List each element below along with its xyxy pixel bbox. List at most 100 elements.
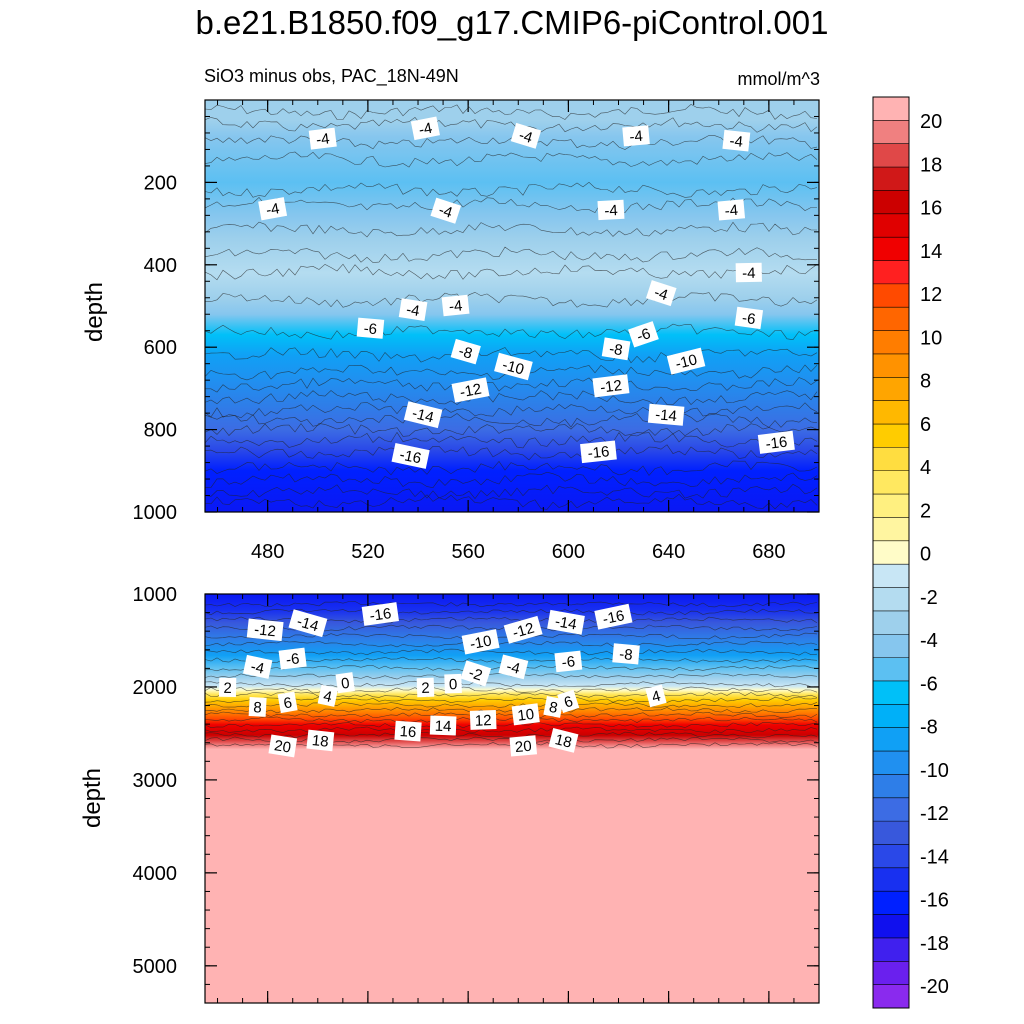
contour-label: 6: [277, 691, 298, 714]
contour-label: 6: [557, 689, 580, 713]
contour-label-text: 16: [399, 723, 417, 741]
contour-label-text: -12: [458, 381, 483, 402]
contour-label: -4: [398, 298, 428, 322]
colorbar-label: -20: [920, 976, 949, 998]
contour-label-text: -8: [457, 343, 475, 363]
colorbar-swatch: [873, 774, 909, 799]
contour-label: 8: [248, 696, 267, 717]
contour-label-text: -4: [652, 284, 670, 304]
contour-label: -16: [580, 440, 617, 464]
contour-label-text: -14: [295, 613, 321, 635]
contour-label: -2: [460, 660, 492, 687]
colorbar-swatch: [873, 517, 909, 542]
contour-label-box: [498, 654, 529, 680]
contour-label: 12: [469, 709, 497, 730]
contour-label: -14: [547, 609, 585, 635]
contour-label: -6: [278, 647, 307, 670]
contour-label-box: [717, 199, 746, 221]
contour-label-text: -16: [587, 443, 610, 462]
colorbar-swatch: [873, 821, 909, 845]
lower-contour-labels: -12 -14 -16-12-10-14 -16-6-4 -6 -8-4-22 0 2 08 6 4…: [218, 602, 667, 758]
contour-label-box: [647, 403, 685, 426]
colorbar-label: 0: [920, 544, 931, 566]
contour-label: 0: [444, 673, 462, 694]
contour-label: -4: [622, 125, 650, 147]
x-tick-label: 600: [552, 541, 585, 563]
x-tick-label: 680: [752, 541, 785, 563]
colorbar-label: 16: [920, 198, 942, 220]
contour-label-text: 4: [322, 688, 334, 706]
contour-label-box: [306, 729, 335, 752]
contour-label: 4: [317, 684, 339, 707]
colorbar-label: -2: [920, 587, 938, 609]
contour-label-box: [554, 650, 583, 673]
contour-label: -6: [628, 321, 659, 348]
colorbar-swatch: [873, 400, 909, 425]
contour-label-text: -6: [285, 650, 300, 668]
contour-line: [205, 263, 818, 281]
contour-label-text: -10: [674, 351, 699, 373]
contour-label: -10: [666, 347, 706, 375]
colorbar-swatch: [873, 610, 909, 635]
y-tick-label: 400: [144, 255, 177, 277]
contour-label-text: -8: [619, 646, 634, 664]
contour-label-text: -6: [635, 325, 653, 345]
colorbar-swatch: [873, 97, 909, 121]
contour-label-text: -14: [410, 405, 435, 427]
y-tick-label: 200: [144, 172, 177, 194]
contour-label: -8: [612, 643, 640, 665]
contour-label-box: [557, 689, 580, 713]
contour-label-text: 8: [253, 699, 262, 716]
contour-label-box: [622, 125, 650, 147]
y-tick-label: 2000: [133, 677, 178, 699]
contour-label: -4: [410, 116, 440, 141]
colorbar-swatch: [873, 914, 909, 939]
contour-label-box: [510, 122, 542, 149]
colorbar-label: 10: [920, 327, 942, 349]
contour-label-text: -12: [599, 377, 623, 397]
contour-line: [205, 706, 817, 714]
contour-label: -16: [757, 430, 795, 454]
contour-label: -12: [451, 377, 490, 403]
contour-label-text: -4: [417, 120, 433, 139]
colorbar-label: -10: [920, 760, 949, 782]
contour-label: -4: [243, 654, 273, 679]
y-tick-label: 800: [144, 420, 177, 442]
contour-line: [205, 460, 818, 476]
contour-line: [205, 716, 818, 724]
contour-label: -6: [356, 317, 385, 339]
upper-subtitle-right: mmol/m^3: [738, 69, 820, 89]
colorbar-label: 18: [920, 154, 942, 176]
figure-title: b.e21.B1850.f09_g17.CMIP6-piControl.001: [195, 4, 829, 41]
contour-label-text: -4: [265, 200, 281, 219]
contour-line: [205, 291, 818, 308]
contour-label-box: [258, 197, 288, 221]
contour-label-text: 12: [475, 712, 492, 730]
contour-label: -4: [441, 294, 470, 317]
contour-label: -16: [594, 603, 633, 630]
contour-label-box: [246, 618, 284, 642]
contour-label: -4: [498, 654, 529, 680]
colorbar-label: 4: [920, 457, 931, 479]
contour-label: -6: [734, 306, 764, 330]
contour-label-text: -16: [601, 607, 626, 628]
contour-line: [205, 601, 818, 608]
contour-line: [205, 116, 818, 133]
contour-label-box: [403, 401, 443, 429]
colorbar-swatch: [873, 190, 909, 215]
colorbar-swatch: [873, 353, 909, 378]
colorbar-swatch: [873, 447, 909, 472]
colorbar-label: 12: [920, 284, 942, 306]
upper-y-axis-label: depth: [81, 282, 108, 342]
colorbar-swatch: [873, 564, 909, 588]
contour-label-box: [548, 728, 579, 753]
colorbar-label: -6: [920, 673, 938, 695]
contour-label: -8: [601, 337, 631, 361]
x-tick-label: 520: [351, 541, 384, 563]
contour-label: -4: [258, 197, 288, 221]
contour-label-box: [543, 695, 564, 718]
colorbar-label: -16: [920, 890, 949, 912]
contour-label-box: [594, 603, 633, 630]
contour-label: 8: [543, 695, 564, 718]
